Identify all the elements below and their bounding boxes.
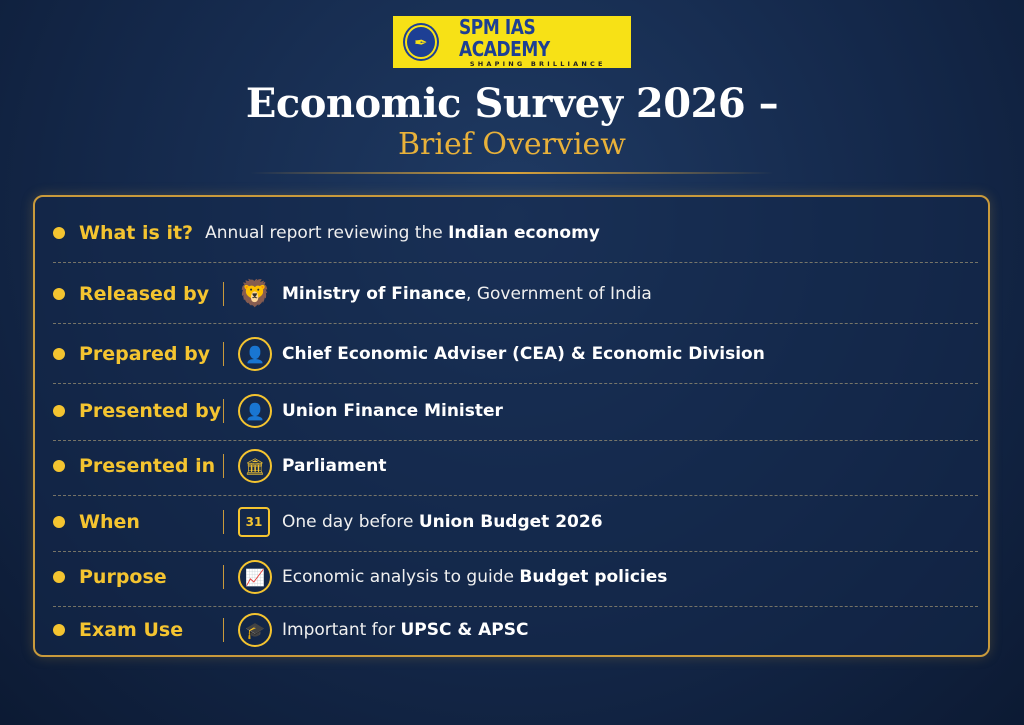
logo-tagline: SHAPING BRILLIANCE <box>469 60 606 68</box>
row-label: Exam Use <box>79 619 184 641</box>
row-released-by: Released by 🦁 Ministry of Finance, Gover… <box>53 274 978 324</box>
national-emblem-icon: 🦁 <box>238 279 272 309</box>
parliament-building-icon: 🏛 <box>238 449 272 483</box>
bullet-icon <box>53 288 65 300</box>
row-label: Presented by <box>79 400 222 422</box>
bullet-icon <box>53 571 65 583</box>
row-description: Chief Economic Adviser (CEA) & Economic … <box>282 344 765 364</box>
row-what-is-it: What is it? Annual report reviewing the … <box>53 213 978 263</box>
adviser-person-icon: 👤 <box>238 337 272 371</box>
row-description: Economic analysis to guide Budget polici… <box>282 567 668 587</box>
page-subtitle: Brief Overview <box>398 127 626 162</box>
row-description: Parliament <box>282 456 387 476</box>
bullet-icon <box>53 516 65 528</box>
page-title: Economic Survey 2026 – <box>245 80 779 127</box>
row-description: Annual report reviewing the Indian econo… <box>205 223 600 243</box>
row-purpose: Purpose 📈 Economic analysis to guide Bud… <box>53 557 978 607</box>
bullet-icon <box>53 624 65 636</box>
row-description: Important for UPSC & APSC <box>282 620 529 640</box>
bullet-icon <box>53 460 65 472</box>
title-divider <box>250 172 774 174</box>
row-description: Union Finance Minister <box>282 401 503 421</box>
row-label: When <box>79 511 140 533</box>
growth-chart-icon: 📈 <box>238 560 272 594</box>
minister-person-icon: 👤 <box>238 394 272 428</box>
row-label: What is it? <box>79 222 194 244</box>
row-label: Prepared by <box>79 343 211 365</box>
row-prepared-by: Prepared by 👤 Chief Economic Adviser (CE… <box>53 334 978 384</box>
academy-logo: ✒ SPM IAS ACADEMY SHAPING BRILLIANCE <box>393 16 631 68</box>
row-presented-in: Presented in 🏛 Parliament <box>53 446 978 496</box>
row-presented-by: Presented by 👤 Union Finance Minister <box>53 391 978 441</box>
bullet-icon <box>53 227 65 239</box>
row-label: Released by <box>79 283 210 305</box>
row-description: One day before Union Budget 2026 <box>282 512 603 532</box>
bullet-icon <box>53 348 65 360</box>
row-label: Purpose <box>79 566 167 588</box>
graduation-cap-icon: 🎓 <box>238 613 272 647</box>
row-when: When 31 One day before Union Budget 2026 <box>53 502 978 552</box>
calendar-icon: 31 <box>238 507 270 537</box>
row-description: Ministry of Finance, Government of India <box>282 284 652 304</box>
row-exam-use: Exam Use 🎓 Important for UPSC & APSC <box>53 610 978 650</box>
logo-name: SPM IAS ACADEMY <box>458 15 550 61</box>
overview-panel: What is it? Annual report reviewing the … <box>33 195 990 657</box>
row-label: Presented in <box>79 455 216 477</box>
bullet-icon <box>53 405 65 417</box>
book-pen-logo-icon: ✒ <box>405 25 437 59</box>
